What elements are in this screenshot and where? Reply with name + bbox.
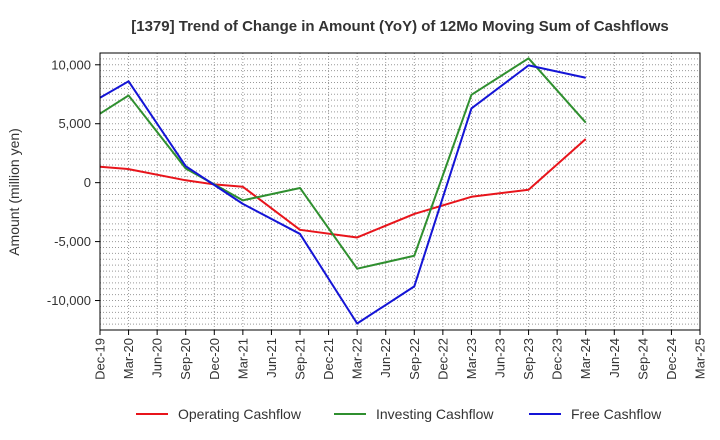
- y-axis-title: Amount (million yen): [6, 128, 22, 256]
- plot-frame: [99, 52, 701, 331]
- x-axis-ticks: Dec-19 Mar-20 Jun-20 Sep-20 Dec-20 Mar-21 Jun-…: [93, 330, 708, 380]
- legend-label: Investing Cashflow: [376, 406, 494, 422]
- x-tick-label: Dec-23: [550, 338, 565, 380]
- x-tick-label: Jun-20: [150, 338, 165, 378]
- x-tick-label: Mar-23: [464, 338, 479, 379]
- grid-lines: [99, 52, 701, 331]
- x-tick-label: Sep-20: [178, 338, 193, 380]
- x-tick-label: Jun-23: [493, 338, 508, 378]
- operating-cashflow-line: [99, 138, 587, 239]
- legend-item-operating-cashflow: Operating Cashflow: [136, 406, 302, 422]
- y-tick-label: 10,000: [51, 57, 91, 72]
- x-tick-label: Jun-21: [264, 338, 279, 378]
- x-tick-label: Sep-22: [407, 338, 422, 380]
- x-tick-label: Sep-24: [635, 338, 650, 380]
- x-tick-label: Mar-21: [235, 338, 250, 379]
- investing-cashflow-line: [99, 57, 587, 270]
- x-tick-label: Dec-24: [664, 338, 679, 380]
- y-tick-label: 0: [84, 175, 91, 190]
- x-tick-label: Mar-22: [350, 338, 365, 379]
- legend: Operating Cashflow Investing Cashflow Free…: [136, 406, 662, 422]
- x-tick-label: Mar-24: [578, 338, 593, 379]
- series-lines: [99, 57, 587, 325]
- x-tick-label: Dec-20: [207, 338, 222, 380]
- x-tick-label: Dec-22: [435, 338, 450, 380]
- x-tick-label: Sep-21: [293, 338, 308, 380]
- y-axis-ticks: 10,000 5,000 0 -5,000 -10,000: [47, 57, 100, 308]
- x-tick-label: Jun-24: [607, 338, 622, 378]
- free-cashflow-line: [99, 64, 586, 325]
- legend-label: Free Cashflow: [571, 406, 662, 422]
- legend-item-free-cashflow: Free Cashflow: [529, 406, 662, 422]
- chart-title: [1379] Trend of Change in Amount (YoY) o…: [131, 18, 669, 35]
- x-tick-label: Jun-22: [378, 338, 393, 378]
- x-tick-label: Sep-23: [521, 338, 536, 380]
- x-tick-label: Dec-19: [93, 338, 108, 380]
- x-tick-label: Mar-25: [693, 338, 708, 379]
- x-tick-label: Mar-20: [121, 338, 136, 379]
- legend-item-investing-cashflow: Investing Cashflow: [334, 406, 494, 422]
- y-tick-label: -5,000: [54, 234, 91, 249]
- y-tick-label: 5,000: [58, 116, 91, 131]
- x-tick-label: Dec-21: [321, 338, 336, 380]
- y-tick-label: -10,000: [47, 293, 91, 308]
- legend-label: Operating Cashflow: [178, 406, 302, 422]
